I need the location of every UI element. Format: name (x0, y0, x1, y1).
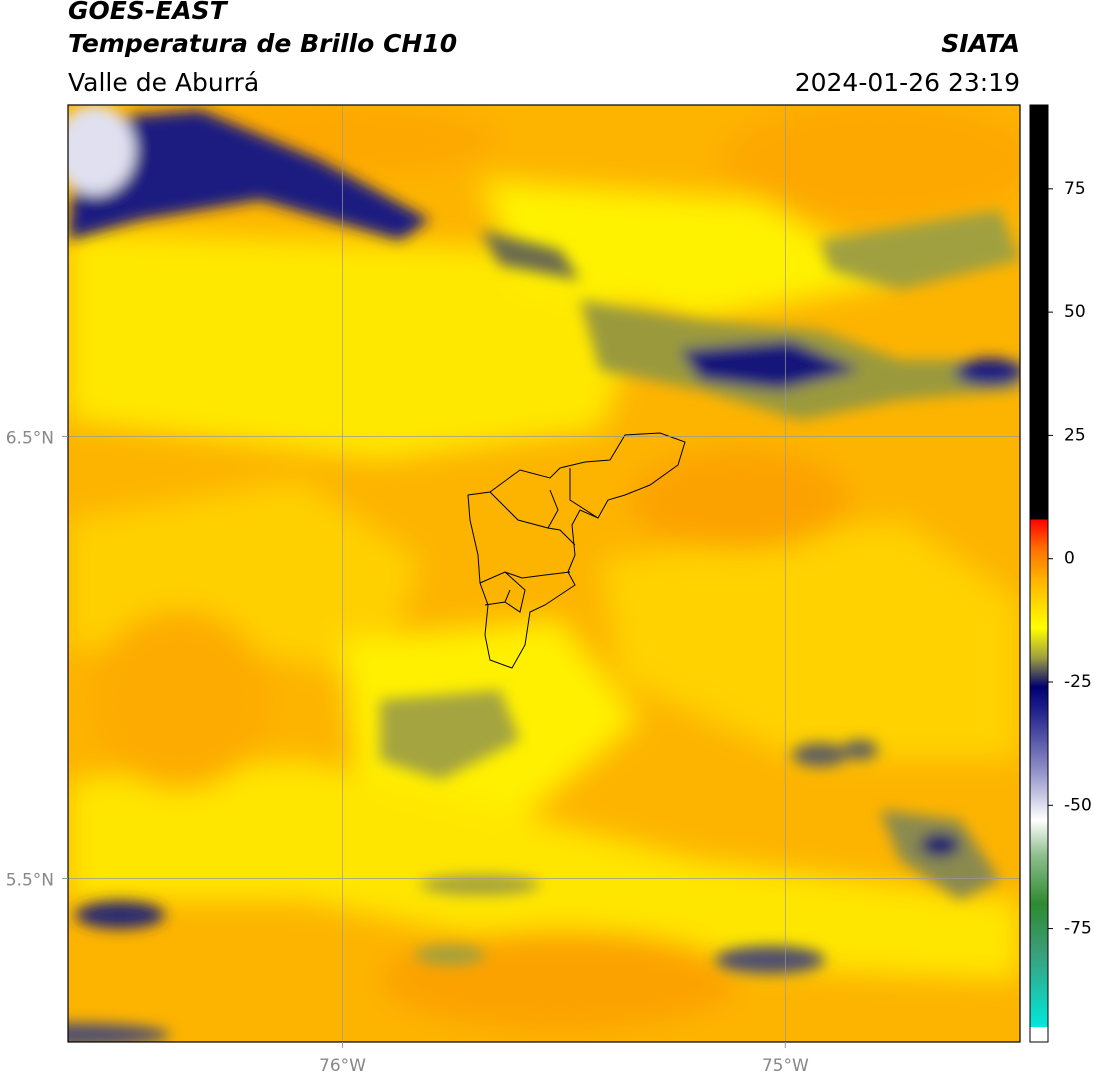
colorbar-tick-label: 25 (1064, 425, 1086, 445)
title: GOES-EAST (68, 0, 229, 25)
source: SIATA (941, 29, 1020, 58)
colorbar-tick-label: -25 (1064, 672, 1092, 692)
colorbar (1029, 104, 1049, 1043)
gridlines (68, 105, 1020, 1042)
timestamp: 2024-01-26 23:19 (795, 68, 1020, 97)
colorbar-tick-label: -75 (1064, 919, 1092, 939)
colorbar-tick-label: 0 (1064, 549, 1075, 569)
colorbar-tick-label: 50 (1064, 302, 1086, 322)
lon-tick-label: 75°W (762, 1056, 809, 1076)
lat-tick-label: 5.5°N (6, 870, 54, 890)
subtitle: Temperatura de Brillo CH10 (68, 29, 457, 58)
region: Valle de Aburrá (68, 68, 259, 97)
lon-tick-label: 76°W (319, 1056, 366, 1076)
boundaries (467, 432, 686, 669)
map-frame (67, 104, 1021, 1043)
lat-tick-label: 6.5°N (6, 428, 54, 448)
colorbar-tick-label: -50 (1064, 795, 1092, 815)
satellite-field (68, 105, 1020, 1042)
colorbar-tick-label: 75 (1064, 179, 1086, 199)
